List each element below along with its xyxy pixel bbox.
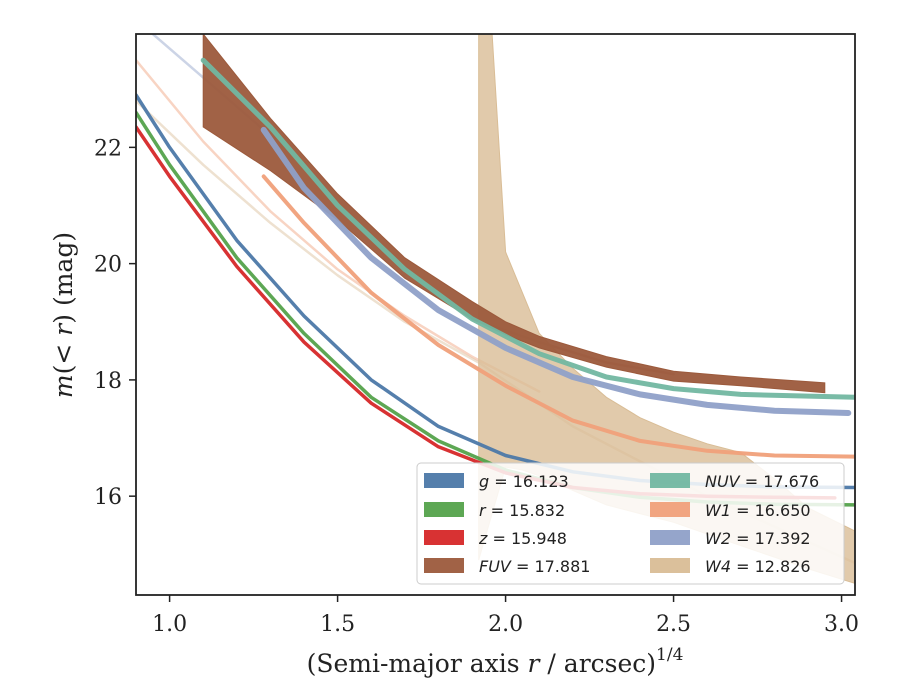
x-tick-label: 3.0 xyxy=(824,612,859,637)
legend-swatch-nuv xyxy=(650,473,690,488)
series-line-nuv xyxy=(200,57,855,400)
legend-label-nuv: NUV = 17.676 xyxy=(705,472,819,491)
x-tick-label: 1.5 xyxy=(320,612,355,637)
x-axis: 1.0 1.5 2.0 2.5 3.0 xyxy=(152,595,859,637)
legend-label-r: r = 15.832 xyxy=(479,501,565,520)
y-tick-label: 20 xyxy=(94,253,122,278)
x-tick-label: 2.0 xyxy=(488,612,523,637)
legend-swatch-w4 xyxy=(650,558,690,573)
legend-swatch-z xyxy=(424,530,464,545)
y-axis: 16 18 20 22 xyxy=(94,136,136,510)
legend-label-z: z = 15.948 xyxy=(478,529,567,548)
x-tick-label: 1.0 xyxy=(152,612,187,637)
legend: g = 16.123 r = 15.832 z = 15.948 FUV = 17.8… xyxy=(416,462,845,585)
legend-swatch-w1 xyxy=(650,502,690,517)
y-tick-label: 22 xyxy=(94,136,122,161)
series-line-w2 xyxy=(260,126,852,416)
legend-label-w4: W4 = 12.826 xyxy=(705,557,811,576)
legend-swatch-w2 xyxy=(650,530,690,545)
plot-frame xyxy=(135,33,856,596)
legend-swatch-g xyxy=(424,473,464,488)
legend-swatch-fuv xyxy=(424,558,464,573)
x-axis-title: (Semi-major axis r / arcsec)1/4 xyxy=(307,645,684,678)
faint-line-w1 xyxy=(136,58,541,393)
legend-label-w2: W2 = 17.392 xyxy=(705,529,811,548)
legend-label-fuv: FUV = 17.881 xyxy=(479,557,590,576)
legend-label-g: g = 16.123 xyxy=(479,472,569,491)
legend-swatch-r xyxy=(424,502,464,517)
legend-box xyxy=(416,462,845,585)
y-tick-label: 18 xyxy=(94,369,122,394)
y-axis-title: m(< r) (mag) xyxy=(49,232,78,398)
series-line-w1 xyxy=(261,174,855,459)
legend-label-w1: W1 = 16.650 xyxy=(705,501,811,520)
y-tick-label: 16 xyxy=(94,485,122,510)
x-tick-label: 2.5 xyxy=(656,612,691,637)
